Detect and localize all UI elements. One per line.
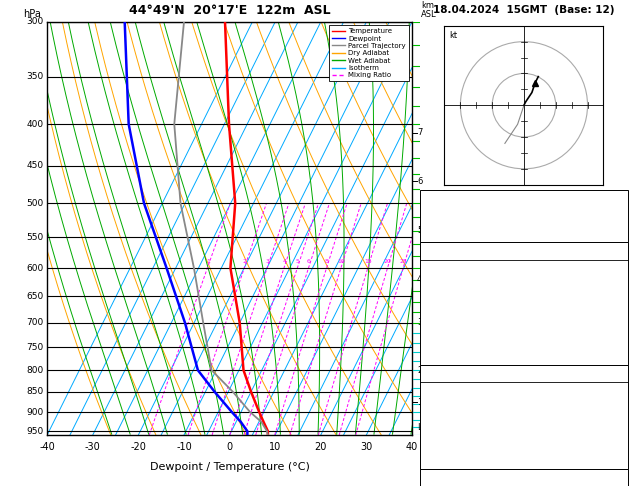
Text: 800: 800 xyxy=(26,366,43,375)
Text: 2: 2 xyxy=(417,366,422,375)
Text: 296: 296 xyxy=(606,404,624,413)
Text: CIN (J): CIN (J) xyxy=(425,351,455,360)
Text: Lifted Index: Lifted Index xyxy=(425,421,481,430)
Text: kt: kt xyxy=(449,31,457,39)
Text: 20: 20 xyxy=(384,259,392,263)
Text: 3: 3 xyxy=(265,259,270,263)
Text: 0: 0 xyxy=(226,442,233,452)
Text: -40: -40 xyxy=(39,442,55,452)
Text: 1: 1 xyxy=(618,316,624,325)
Text: 5: 5 xyxy=(417,226,422,235)
Text: 1: 1 xyxy=(618,421,624,430)
Text: 350: 350 xyxy=(26,72,43,81)
Text: 400: 400 xyxy=(26,120,43,128)
Text: 550: 550 xyxy=(26,233,43,242)
Text: 900: 900 xyxy=(26,408,43,417)
Text: 23: 23 xyxy=(612,194,624,203)
Text: 4: 4 xyxy=(282,259,286,263)
Text: 6: 6 xyxy=(307,259,311,263)
Text: 30: 30 xyxy=(360,442,372,452)
Text: 5: 5 xyxy=(296,259,299,263)
Text: 0: 0 xyxy=(618,456,624,465)
Text: hPa: hPa xyxy=(23,9,41,19)
Text: 6: 6 xyxy=(417,177,423,186)
Text: Dewp (°C): Dewp (°C) xyxy=(425,281,474,290)
Text: 15: 15 xyxy=(364,259,372,263)
Text: CIN (J): CIN (J) xyxy=(425,456,455,465)
Text: PW (cm): PW (cm) xyxy=(425,229,465,238)
Text: 700: 700 xyxy=(26,318,43,327)
Text: 34: 34 xyxy=(612,334,624,343)
Text: 0: 0 xyxy=(618,351,624,360)
Text: Hodograph: Hodograph xyxy=(498,474,550,483)
Text: km
ASL: km ASL xyxy=(421,1,437,19)
Text: 20: 20 xyxy=(314,442,327,452)
Text: 2: 2 xyxy=(243,259,247,263)
Text: K: K xyxy=(425,194,431,203)
Text: 600: 600 xyxy=(26,263,43,273)
Text: 8: 8 xyxy=(325,259,329,263)
Text: 1: 1 xyxy=(206,259,209,263)
Text: -20: -20 xyxy=(130,442,147,452)
Text: 3: 3 xyxy=(417,318,423,327)
Text: CAPE (J): CAPE (J) xyxy=(425,334,463,343)
Text: Lifted Index: Lifted Index xyxy=(425,316,481,325)
Text: 7: 7 xyxy=(417,128,423,138)
Text: Surface: Surface xyxy=(506,246,542,255)
Text: 4: 4 xyxy=(417,275,422,284)
Text: 300: 300 xyxy=(26,17,43,26)
Text: 296: 296 xyxy=(606,299,624,308)
Text: Most Unstable: Most Unstable xyxy=(490,369,558,378)
Text: 10: 10 xyxy=(337,259,345,263)
Text: -30: -30 xyxy=(85,442,101,452)
Text: 3.9: 3.9 xyxy=(609,281,624,290)
Text: 25: 25 xyxy=(399,259,408,263)
Text: 1: 1 xyxy=(417,398,422,407)
Text: 750: 750 xyxy=(26,343,43,352)
Text: 950: 950 xyxy=(26,427,43,436)
Text: 57: 57 xyxy=(612,211,624,220)
Text: CAPE (J): CAPE (J) xyxy=(425,439,463,448)
Text: 44°49'N  20°17'E  122m  ASL: 44°49'N 20°17'E 122m ASL xyxy=(129,4,330,17)
Text: 18.04.2024  15GMT  (Base: 12): 18.04.2024 15GMT (Base: 12) xyxy=(433,5,615,15)
Text: Dewpoint / Temperature (°C): Dewpoint / Temperature (°C) xyxy=(150,462,309,472)
Text: Mixing Ratio (g/kg): Mixing Ratio (g/kg) xyxy=(442,189,451,268)
Text: 650: 650 xyxy=(26,292,43,301)
Text: 450: 450 xyxy=(26,161,43,171)
Text: 40: 40 xyxy=(406,442,418,452)
Text: θₑ(K): θₑ(K) xyxy=(425,299,448,308)
Text: 34: 34 xyxy=(612,439,624,448)
Text: Temp (°C): Temp (°C) xyxy=(425,264,472,273)
Text: LCL: LCL xyxy=(417,423,432,432)
Text: θₑ (K): θₑ (K) xyxy=(425,404,452,413)
Text: Totals Totals: Totals Totals xyxy=(425,211,482,220)
Text: 8.4: 8.4 xyxy=(609,264,624,273)
Text: 10: 10 xyxy=(269,442,281,452)
Text: 994: 994 xyxy=(606,386,624,395)
Text: 500: 500 xyxy=(26,199,43,208)
Text: 1.22: 1.22 xyxy=(603,229,624,238)
Text: -10: -10 xyxy=(176,442,192,452)
Text: Pressure (mb): Pressure (mb) xyxy=(425,386,492,395)
Text: 850: 850 xyxy=(26,387,43,396)
Legend: Temperature, Dewpoint, Parcel Trajectory, Dry Adiabat, Wet Adiabat, Isotherm, Mi: Temperature, Dewpoint, Parcel Trajectory… xyxy=(330,25,408,81)
